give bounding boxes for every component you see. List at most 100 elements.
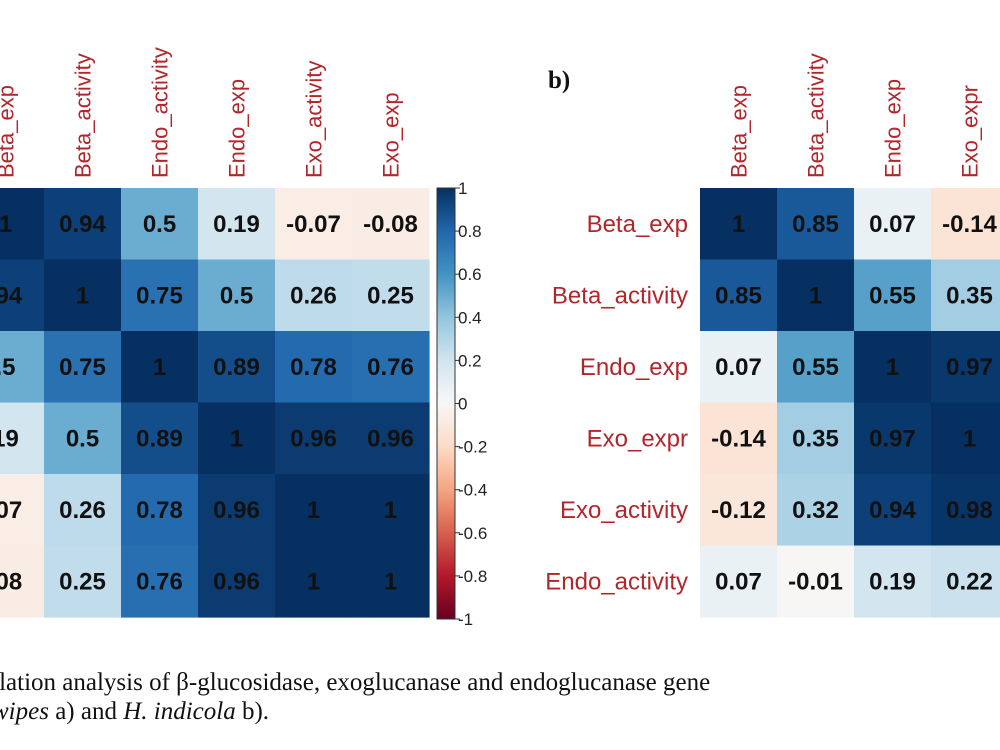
column-label: Beta_exp — [727, 85, 752, 178]
cell-value-label: 0.85 — [792, 211, 839, 238]
row-label: Exo_activity — [560, 497, 688, 524]
cell-value-label: 0.26 — [290, 282, 337, 309]
heatmap-cell — [275, 331, 353, 404]
heatmap-cell — [121, 188, 199, 261]
cell-value-label: 0.07 — [869, 211, 916, 238]
heatmap-cell — [854, 331, 932, 404]
cell-value-label: 0.25 — [367, 282, 414, 309]
cell-value-label: 0.96 — [213, 497, 260, 524]
cell-value-label: 0.78 — [136, 497, 183, 524]
heatmap-cell — [777, 259, 855, 332]
heatmap-cell — [198, 474, 276, 547]
cell-value-label: 0.97 — [946, 354, 993, 381]
caption-species-b: H. indicola — [123, 698, 236, 725]
cell-value-label: 1 — [307, 497, 320, 524]
panel-label: b) — [548, 67, 570, 94]
heatmap-cell — [777, 188, 855, 261]
cell-value-label: .5 — [0, 354, 16, 381]
caption-species-a: wipes — [0, 698, 49, 725]
row-label: Beta_exp — [587, 211, 688, 238]
heatmap-cell — [275, 545, 353, 618]
cell-value-label: 19 — [0, 425, 19, 452]
column-label: Exo_expr — [958, 85, 983, 178]
colorbar-tick-label: 1 — [458, 179, 467, 198]
cell-value-label: 0.5 — [220, 282, 253, 309]
cell-value-label: 1 — [732, 211, 745, 238]
caption-line-2: wipes a) and H. indicola b). — [0, 697, 1000, 726]
cell-value-label: 0.26 — [59, 497, 106, 524]
column-label: Beta_activity — [71, 53, 96, 178]
cell-value-label: 0.96 — [290, 425, 337, 452]
heatmap-cell — [931, 545, 1000, 618]
heatmap-cell — [0, 474, 45, 547]
heatmap-cell — [700, 331, 778, 404]
colorbar-tick-label: 0.8 — [458, 222, 482, 241]
cell-value-label: 0.89 — [213, 354, 260, 381]
cell-value-label: 1 — [963, 425, 976, 452]
heatmap-cell — [0, 545, 45, 618]
column-label: Endo_exp — [225, 79, 250, 178]
heatmap-cell — [931, 474, 1000, 547]
heatmap-cell — [700, 402, 778, 475]
heatmap-a: 1 0.94 0.5 0.19 -0.07 -0.08 .94 1 0.75 0.5 0.26 0.2… — [0, 47, 430, 618]
column-label: Beta_activity — [804, 53, 829, 178]
cell-value-label: .94 — [0, 282, 23, 309]
cell-value-label: 0.85 — [715, 282, 762, 309]
heatmap-cell — [854, 188, 932, 261]
heatmap-cell — [198, 188, 276, 261]
cell-value-label: 0.5 — [143, 211, 176, 238]
cell-value-label: 0.22 — [946, 568, 993, 595]
cell-value-label: 0.35 — [792, 425, 839, 452]
cell-value-label: 0.89 — [136, 425, 183, 452]
colorbar: 1 0.8 0.6 0.4 0.2 0 -0.2 -0.4 -0.6 -0.8 -1 — [436, 179, 487, 629]
column-label: Exo_activity — [302, 61, 327, 178]
heatmap-cell — [121, 331, 199, 404]
cell-value-label: 1 — [230, 425, 243, 452]
column-label: Endo_exp — [881, 79, 906, 178]
heatmap-cell — [777, 331, 855, 404]
colorbar-tick-label: 0 — [458, 395, 467, 414]
row-label: Endo_exp — [580, 354, 688, 381]
heatmap-cell — [854, 545, 932, 618]
colorbar-tick-label: -0.2 — [458, 438, 487, 457]
colorbar-gradient — [436, 187, 456, 620]
colorbar-tick-label: -1 — [458, 610, 473, 629]
cell-value-label: 0.76 — [367, 354, 414, 381]
cell-value-label: 0.35 — [946, 282, 993, 309]
colorbar-tick-label: 0.2 — [458, 351, 482, 370]
cell-value-label: -0.07 — [286, 211, 341, 238]
heatmap-cell — [700, 474, 778, 547]
heatmap-cell — [777, 402, 855, 475]
caption-text-end: b). — [235, 698, 270, 725]
cell-value-label: 0.19 — [869, 568, 916, 595]
heatmap-cell — [44, 474, 122, 547]
heatmap-cell — [121, 474, 199, 547]
heatmap-cell — [198, 331, 276, 404]
caption-text-mid: a) and — [48, 698, 124, 725]
colorbar-tick-label: 0.4 — [458, 308, 482, 327]
colorbar-tick-label: -0.6 — [458, 524, 487, 543]
heatmap-cell — [121, 402, 199, 475]
heatmap-cell — [0, 331, 45, 404]
heatmap-cell — [352, 474, 430, 547]
cell-value-label: 0.76 — [136, 568, 183, 595]
cell-value-label: -0.01 — [788, 568, 843, 595]
heatmap-cell — [854, 474, 932, 547]
heatmap-cell — [777, 545, 855, 618]
heatmap-cell — [275, 474, 353, 547]
heatmap-cell — [44, 545, 122, 618]
heatmap-b: 1 0.85 0.07 -0.14 0.85 1 0.55 0.35 0.07 0.55 1 0.97… — [545, 53, 1000, 618]
cell-value-label: -0.14 — [942, 211, 997, 238]
heatmap-cell — [854, 259, 932, 332]
caption-line-1: elation analysis of β-glucosidase, exogl… — [0, 669, 711, 696]
heatmap-cell — [275, 402, 353, 475]
cell-value-label: 0.96 — [213, 568, 260, 595]
cell-value-label: -0.08 — [363, 211, 418, 238]
heatmap-cell — [0, 402, 45, 475]
heatmap-cell — [700, 545, 778, 618]
heatmap-cell — [931, 188, 1000, 261]
heatmap-cell — [121, 545, 199, 618]
column-label: Exo_exp — [379, 92, 404, 178]
cell-value-label: 0.94 — [869, 497, 916, 524]
cell-value-label: 0.96 — [367, 425, 414, 452]
